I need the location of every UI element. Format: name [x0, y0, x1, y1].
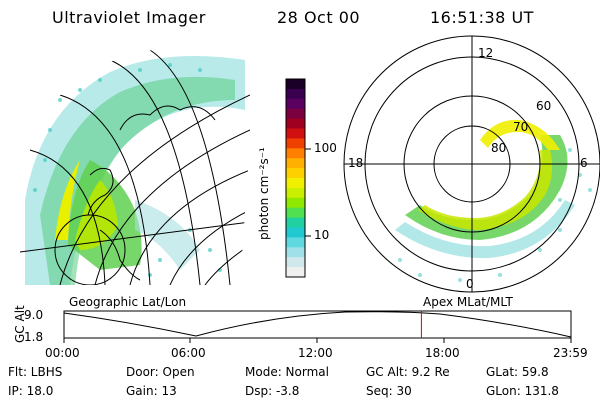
info-glon: GLon: 131.8 [486, 384, 559, 398]
date-label: 28 Oct 00 [277, 8, 361, 27]
polar-image [344, 36, 600, 292]
colorbar-swatch [286, 187, 305, 199]
timeline-xtick-0600: 06:00 [171, 346, 206, 360]
colorbar-swatch [286, 247, 305, 258]
colorbar-swatch [286, 217, 305, 228]
info-gain: Gain: 13 [126, 384, 177, 398]
colorbar-swatch [286, 267, 305, 278]
info-gc-alt: GC Alt: 9.2 Re [366, 365, 450, 379]
colorbar [286, 79, 305, 278]
mlat-label-80: 80 [491, 141, 507, 155]
colorbar-unit-label: photon cm⁻²s⁻¹ [257, 147, 271, 240]
timeline-ytick-high: 9.0 [24, 308, 44, 322]
colorbar-swatch [286, 148, 305, 159]
colorbar-swatch [286, 168, 305, 179]
colorbar-tick-100: 100 [314, 141, 337, 155]
mlat-label-60: 60 [536, 99, 552, 113]
mlt-label-18: 18 [348, 156, 364, 170]
timeline-xtick-0000: 00:00 [45, 346, 80, 360]
colorbar-swatch [286, 88, 305, 100]
timeline-plot [63, 310, 572, 343]
info-filter: Flt: LBHS [8, 365, 63, 379]
timeline-xtick-1200: 12:00 [298, 346, 333, 360]
colorbar-swatch [286, 197, 305, 209]
colorbar-swatch [286, 108, 305, 120]
geographic-image [20, 44, 250, 286]
mlt-label-12: 12 [478, 46, 494, 60]
colorbar-swatch [286, 178, 305, 189]
timeline-xtick-1800: 18:00 [425, 346, 460, 360]
left-panel-label: Geographic Lat/Lon [69, 295, 187, 309]
info-dsp: Dsp: -3.8 [245, 384, 300, 398]
colorbar-swatch [286, 118, 305, 129]
timeline-xtick-2359: 23:59 [553, 346, 588, 360]
mlt-label-6: 6 [580, 156, 588, 170]
colorbar-swatch [286, 138, 305, 149]
colorbar-swatch [286, 227, 305, 238]
info-seq: Seq: 30 [366, 384, 412, 398]
colorbar-swatch [286, 158, 305, 169]
info-glat: GLat: 59.8 [486, 365, 549, 379]
mlt-label-0: 0 [466, 277, 474, 291]
colorbar-swatch [286, 207, 305, 219]
colorbar-swatch [286, 237, 305, 248]
colorbar-swatch [286, 257, 305, 268]
time-label: 16:51:38 UT [430, 8, 534, 27]
mlat-label-70: 70 [513, 120, 529, 134]
colorbar-swatch [286, 79, 305, 90]
instrument-title: Ultraviolet Imager [52, 8, 206, 27]
colorbar-swatch [286, 128, 305, 139]
info-ip: IP: 18.0 [8, 384, 54, 398]
colorbar-swatch [286, 98, 305, 110]
info-mode: Mode: Normal [245, 365, 329, 379]
colorbar-tick-10: 10 [314, 228, 330, 242]
info-door: Door: Open [126, 365, 195, 379]
polar-grid [343, 35, 600, 293]
timeline-ytick-low: 1.8 [24, 330, 44, 344]
right-panel-label: Apex MLat/MLT [423, 295, 513, 309]
